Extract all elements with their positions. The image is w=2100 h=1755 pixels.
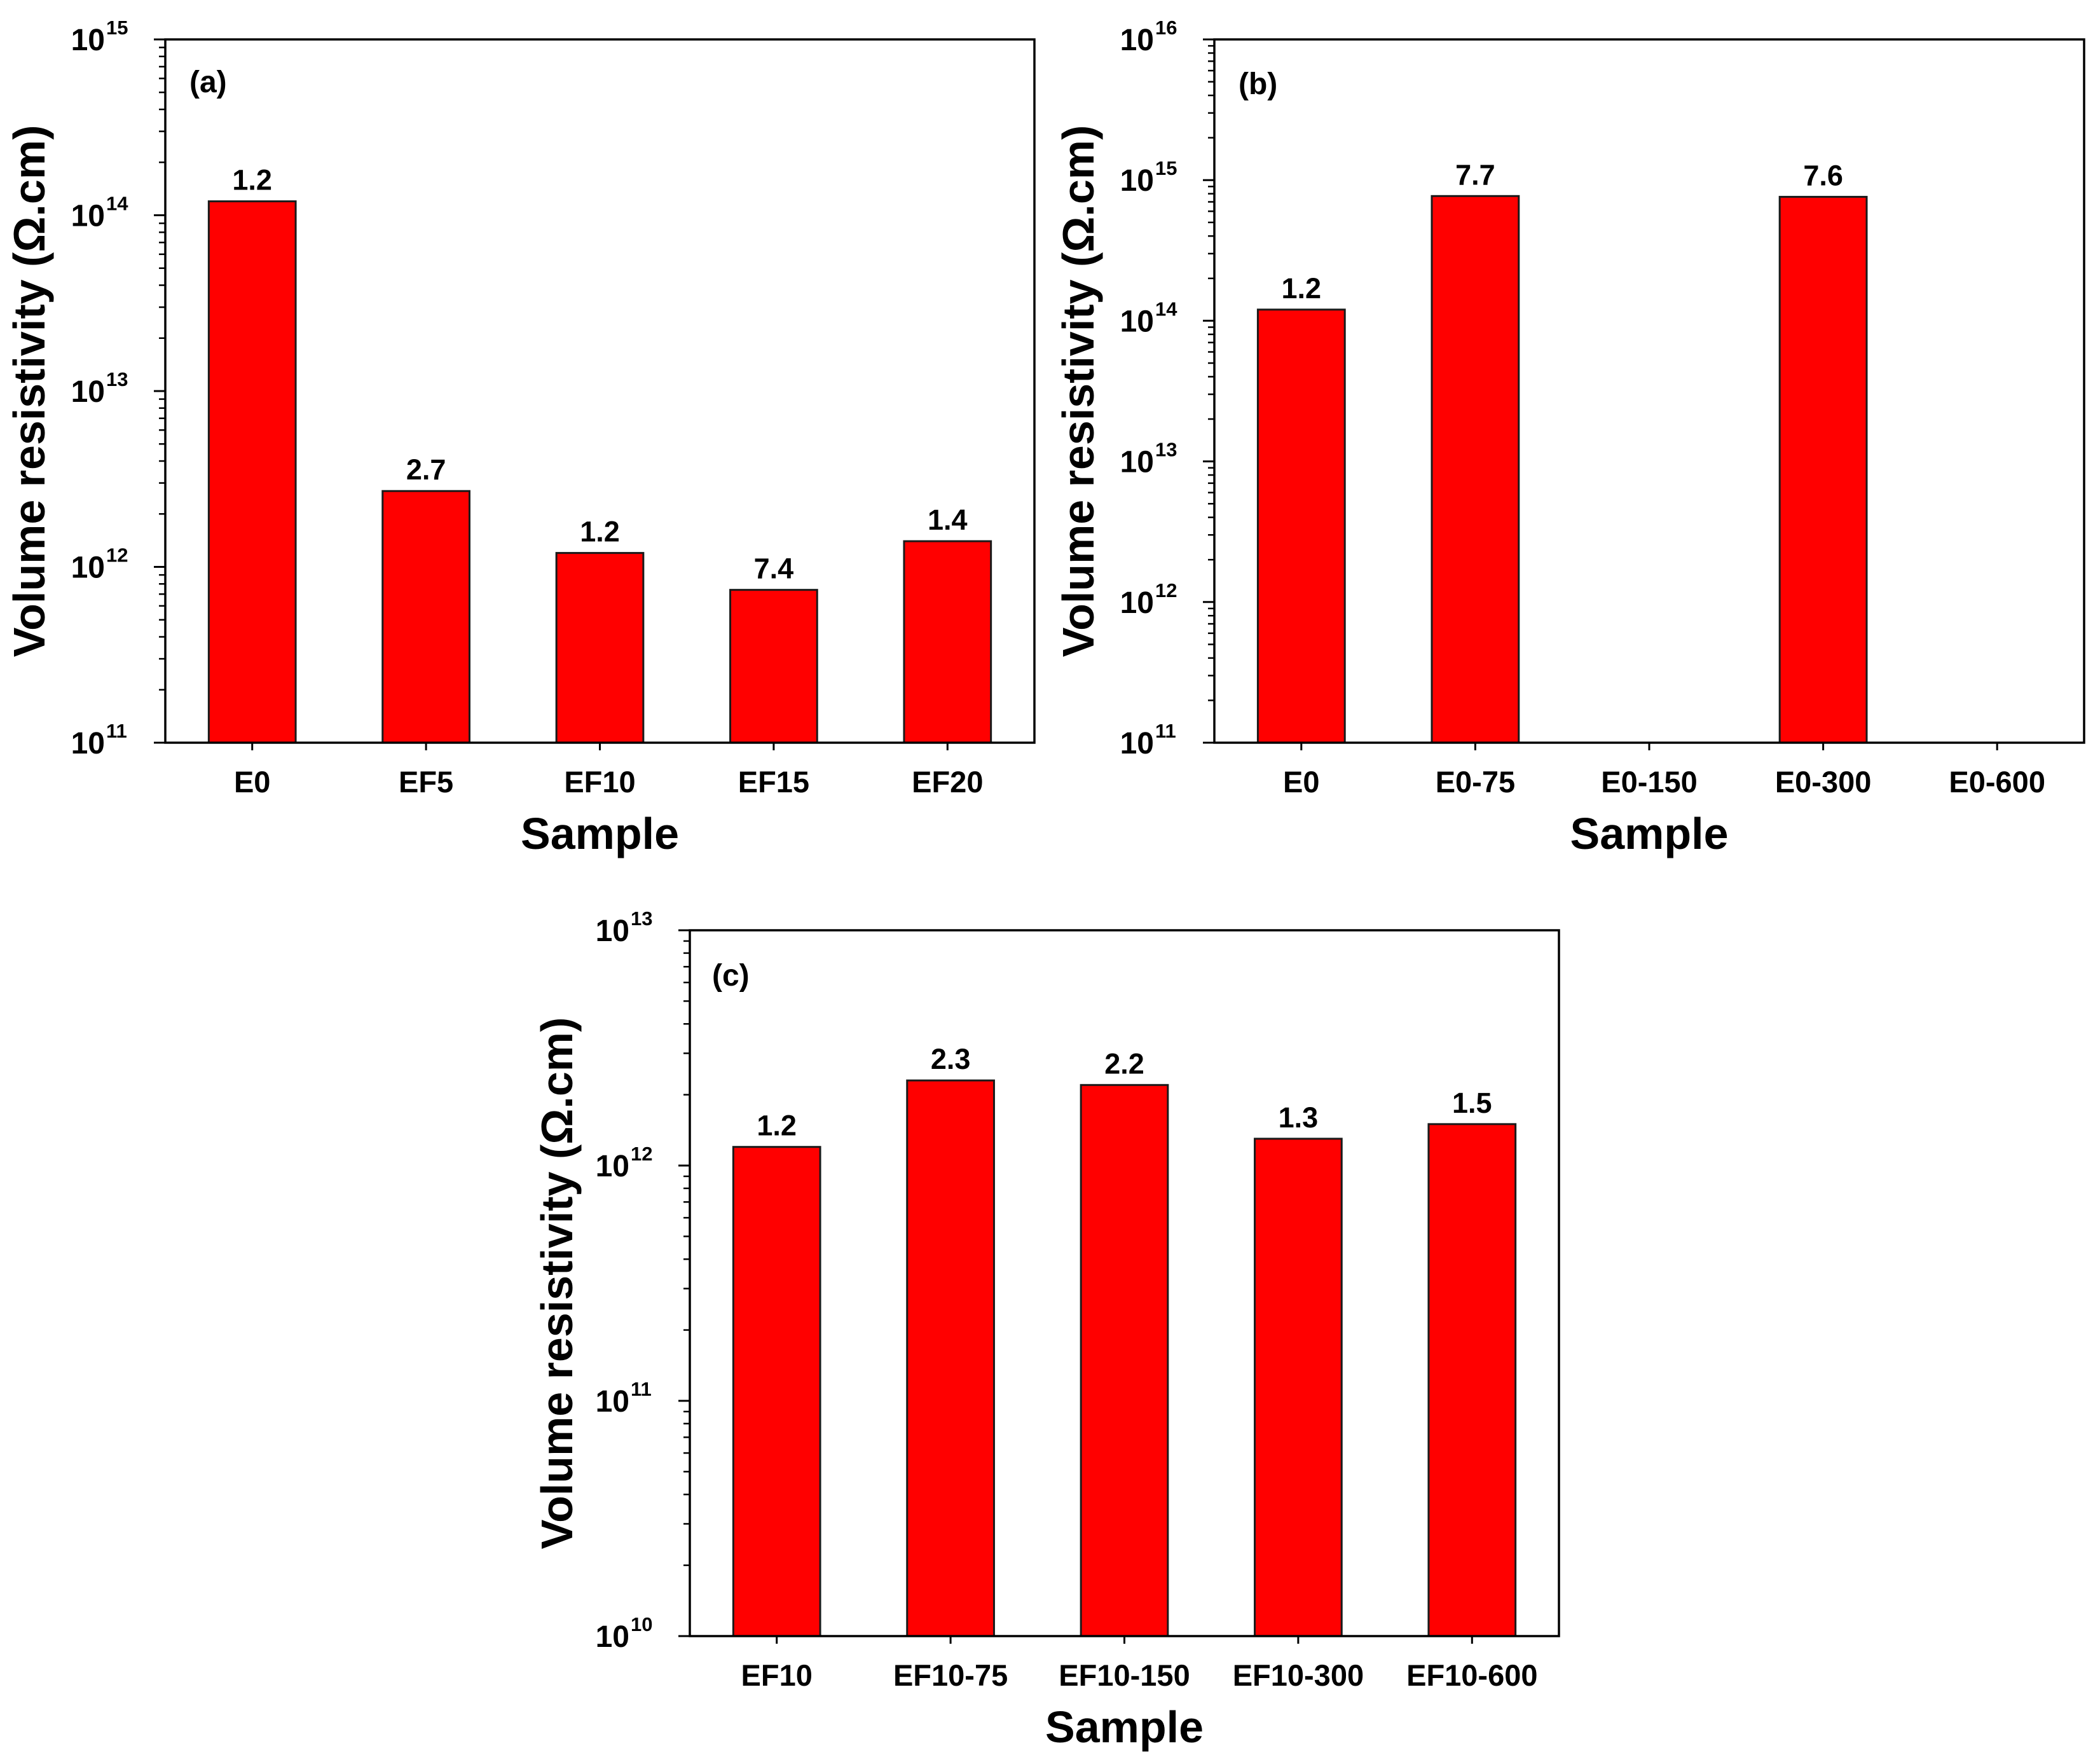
value-label-ef10: 1.2 (757, 1110, 797, 1142)
panel-c: 1.2 EF10 2.3 EF10-75 2.2 EF10-150 1.3 EF10-300 1… (532, 907, 1560, 1752)
x-axis-title: Sample (1570, 809, 1729, 858)
y-tick-label-base: 10 (71, 551, 105, 585)
x-axis-title: Sample (521, 809, 679, 858)
value-label-ef10-600: 1.5 (1452, 1087, 1492, 1119)
bar-ef20 (903, 540, 992, 744)
x-tick-label-ef15: EF15 (738, 765, 809, 799)
x-axis-title: Sample (1045, 1702, 1204, 1752)
y-tick-label-base: 10 (71, 727, 105, 761)
x-tick-label-ef10-300: EF10-300 (1233, 1658, 1364, 1692)
y-tick-label-exponent: 14 (1155, 298, 1177, 320)
y-tick-label-exponent: 12 (631, 1143, 652, 1165)
bar-ef10-75 (906, 1079, 995, 1637)
bar-ef10 (732, 1146, 821, 1637)
y-tick-label-exponent: 13 (1155, 439, 1177, 461)
bar-e0-75 (1431, 195, 1520, 744)
x-tick-label-ef10-75: EF10-75 (893, 1658, 1008, 1692)
y-tick-label-exponent: 13 (106, 368, 128, 390)
y-tick-label-base: 10 (1120, 727, 1154, 761)
y-tick-label-exponent: 11 (106, 720, 127, 742)
bar-ef10-150 (1080, 1084, 1169, 1637)
value-label-ef10-75: 2.3 (931, 1043, 971, 1075)
y-axis-title: Volume resistivity (Ω.cm) (4, 125, 54, 657)
value-label-ef10: 1.2 (580, 516, 620, 548)
value-label-ef15: 7.4 (754, 553, 794, 585)
value-label-e0-75: 7.7 (1455, 158, 1495, 191)
panel-tag: (c) (712, 959, 750, 993)
x-tick-label-e0-300: E0-300 (1775, 765, 1872, 799)
y-tick-label-base: 10 (596, 1150, 629, 1183)
x-tick-label-e0: E0 (1283, 765, 1320, 799)
panel-tag: (a) (189, 65, 227, 99)
bar-ef10-600 (1427, 1123, 1517, 1637)
y-tick-label-base: 10 (1120, 586, 1154, 620)
y-tick-label-base: 10 (71, 200, 105, 233)
value-label-e0: 1.2 (232, 164, 272, 196)
y-tick-label-exponent: 11 (1155, 720, 1176, 742)
value-label-ef5: 2.7 (406, 453, 446, 486)
y-tick-label-base: 10 (71, 24, 105, 57)
y-tick-label-base: 10 (1120, 164, 1154, 198)
plot-frame (1213, 38, 2085, 744)
y-tick-label-exponent: 12 (106, 544, 128, 567)
x-tick-label-e0-75: E0-75 (1436, 765, 1515, 799)
value-label-ef10-150: 2.2 (1104, 1047, 1144, 1080)
y-tick-label-exponent: 11 (631, 1378, 652, 1400)
y-tick-label-exponent: 14 (106, 193, 128, 215)
y-tick-label-base: 10 (1120, 446, 1154, 479)
y-tick-label-base: 10 (71, 375, 105, 409)
x-tick-label-ef10: EF10 (564, 765, 635, 799)
value-label-e0: 1.2 (1282, 272, 1322, 305)
x-tick-label-e0: E0 (234, 765, 271, 799)
x-tick-label-ef10-600: EF10-600 (1406, 1658, 1537, 1692)
y-tick-label-exponent: 10 (631, 1613, 652, 1635)
x-tick-label-e0-600: E0-600 (1949, 765, 2045, 799)
bar-e0-300 (1778, 196, 1868, 744)
y-tick-label-base: 10 (1120, 24, 1154, 57)
value-label-ef20: 1.4 (928, 504, 968, 536)
plot-frame (689, 929, 1560, 1637)
bar-ef10-300 (1254, 1138, 1343, 1637)
y-tick-label-exponent: 15 (106, 17, 128, 39)
y-axis-title: Volume resistivity (Ω.cm) (1053, 125, 1103, 657)
y-tick-label-exponent: 15 (1155, 157, 1177, 179)
y-tick-label-base: 10 (596, 1620, 629, 1654)
bar-ef15 (729, 589, 818, 744)
value-label-ef10-300: 1.3 (1279, 1101, 1319, 1134)
bar-ef5 (381, 490, 470, 744)
y-tick-label-exponent: 13 (631, 907, 652, 930)
y-axis-title: Volume resistivity (Ω.cm) (532, 1017, 582, 1550)
bar-e0 (1256, 308, 1346, 744)
y-tick-label-exponent: 12 (1155, 579, 1177, 602)
value-label-e0-300: 7.6 (1803, 160, 1843, 192)
x-tick-label-ef20: EF20 (912, 765, 983, 799)
x-tick-label-ef10: EF10 (741, 1658, 813, 1692)
bar-e0 (207, 200, 297, 744)
x-tick-label-ef5: EF5 (399, 765, 453, 799)
y-tick-label-exponent: 16 (1155, 17, 1177, 39)
y-tick-label-base: 10 (596, 1385, 629, 1419)
x-tick-label-ef10-150: EF10-150 (1059, 1658, 1190, 1692)
bar-ef10 (555, 552, 645, 744)
y-tick-label-base: 10 (1120, 305, 1154, 338)
panel-tag: (b) (1239, 67, 1277, 101)
y-tick-label-base: 10 (596, 914, 629, 948)
x-tick-label-e0-150: E0-150 (1601, 765, 1698, 799)
